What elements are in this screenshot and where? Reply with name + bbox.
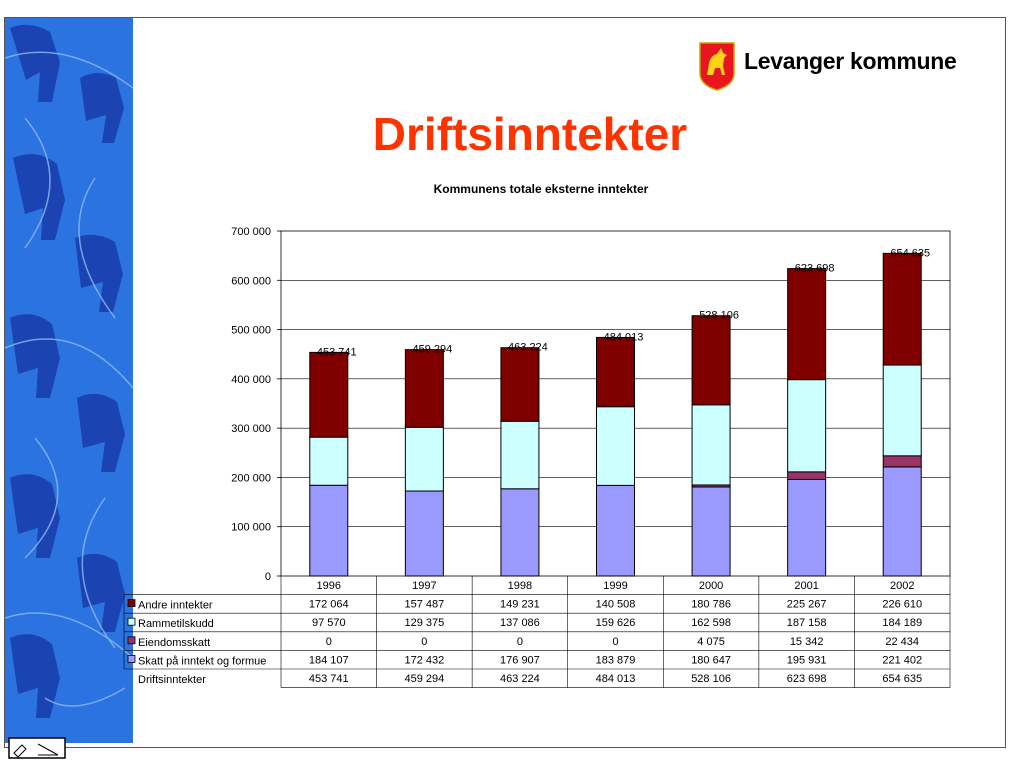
table-cell-value: 0	[421, 636, 427, 648]
bar-segment	[309, 436, 349, 486]
x-category-label: 1998	[508, 580, 532, 592]
table-cell-value: 162 598	[691, 617, 731, 629]
bar-segment	[691, 315, 731, 406]
x-category-label: 1997	[412, 580, 436, 592]
slide-title: Driftsinntekter	[372, 108, 688, 160]
table-cell-value: 97 570	[312, 617, 346, 629]
table-cell-value: 180 647	[691, 654, 731, 666]
total-data-label: 528 106	[699, 310, 739, 322]
table-cell-value: 140 508	[596, 599, 636, 611]
bar-segment	[787, 379, 827, 473]
table-cell-value: 0	[326, 636, 332, 648]
legend-swatch	[127, 617, 136, 626]
total-data-label: 453 741	[317, 346, 357, 358]
legend-swatch	[127, 636, 136, 645]
table-cell-value: 22 434	[885, 636, 919, 648]
bar-segment	[787, 471, 827, 480]
bar-segment	[882, 466, 922, 577]
bar-segment	[596, 484, 635, 577]
bar-segment	[882, 252, 922, 366]
slide-notes-icon[interactable]	[8, 737, 66, 759]
legend-entry: Skatt på inntekt og formue	[138, 655, 266, 667]
table-cell-value: 187 158	[787, 617, 827, 629]
x-category-label: 2001	[794, 580, 818, 592]
y-tick-label: 500 000	[231, 325, 271, 337]
bar-segment	[691, 486, 731, 577]
legend-entry: Andre inntekter	[138, 600, 213, 612]
table-cell-value: 172 064	[309, 599, 349, 611]
total-data-label: 623 698	[795, 263, 835, 275]
table-cell-value: 225 267	[787, 599, 827, 611]
table-cell-value: 149 231	[500, 599, 540, 611]
x-category-label: 1999	[603, 580, 627, 592]
table-cell-value: 459 294	[404, 673, 444, 685]
total-data-label: 463 224	[508, 342, 548, 354]
table-cell-value: 176 907	[500, 654, 540, 666]
bar-segment	[404, 349, 444, 428]
table-cell-value: 15 342	[790, 636, 824, 648]
table-cell-value: 180 786	[691, 599, 731, 611]
table-cell-value: 129 375	[404, 617, 444, 629]
table-cell-value: 226 610	[882, 599, 922, 611]
table-cell-value: 623 698	[787, 673, 827, 685]
x-category-label: 1996	[317, 580, 341, 592]
bar-segment	[404, 490, 444, 577]
legend-swatch	[127, 655, 136, 663]
bar-segment	[882, 364, 922, 457]
table-cell-value: 528 106	[691, 673, 731, 685]
table-cell-value: 4 075	[697, 636, 725, 648]
bar-segment	[404, 426, 444, 492]
table-cell-value: 184 189	[882, 617, 922, 629]
table-cell-value: 463 224	[500, 673, 540, 685]
table-cell-value: 195 931	[787, 654, 827, 666]
horse-shield-icon	[699, 42, 735, 91]
bar-segment	[309, 484, 349, 577]
total-data-label: 654 635	[890, 247, 930, 259]
y-tick-label: 600 000	[231, 275, 271, 287]
table-cell-value: 0	[612, 636, 618, 648]
bar-segment	[596, 336, 635, 408]
bar-segment	[500, 420, 540, 490]
total-data-label: 459 294	[412, 344, 452, 356]
table-cell-value: 172 432	[404, 654, 444, 666]
x-category-label: 2000	[699, 580, 723, 592]
table-cell-value: 184 107	[309, 654, 349, 666]
table-cell-value: 654 635	[882, 673, 922, 685]
bar-segment	[787, 268, 827, 381]
horse-pattern-icon	[5, 24, 133, 718]
y-tick-label: 300 000	[231, 423, 271, 435]
y-tick-label: 100 000	[231, 522, 271, 534]
table-cell-value: 221 402	[882, 654, 922, 666]
legend-entry: Eiendomsskatt	[138, 637, 210, 649]
table-cell-value: 183 879	[596, 654, 636, 666]
bar-segment	[787, 478, 827, 577]
bar-segment	[691, 404, 731, 486]
table-cell-value: 484 013	[596, 673, 636, 685]
table-cell-value: 453 741	[309, 673, 349, 685]
side-panel	[5, 18, 133, 743]
total-data-label: 484 013	[604, 331, 644, 343]
table-cell-value: 157 487	[404, 599, 444, 611]
x-category-label: 2002	[890, 580, 914, 592]
bar-segment	[309, 351, 349, 438]
table-cell-value: 137 086	[500, 617, 540, 629]
y-tick-label: 400 000	[231, 374, 271, 386]
y-tick-label: 0	[265, 571, 271, 583]
table-cell-value: 159 626	[596, 617, 636, 629]
bar-segment	[882, 455, 922, 468]
y-tick-label: 200 000	[231, 472, 271, 484]
bar-segment	[500, 488, 540, 577]
brand-name: Levanger kommune	[744, 48, 957, 74]
bar-segment	[500, 347, 540, 422]
table-cell-value: 0	[517, 636, 523, 648]
legend-entry: Rammetilskudd	[138, 618, 214, 630]
bar-segment	[596, 406, 635, 486]
chart-title: Kommunens totale eksterne inntekter	[433, 182, 649, 196]
legend-entry: Driftsinntekter	[138, 674, 206, 686]
legend-swatch	[127, 599, 136, 607]
y-tick-label: 700 000	[231, 226, 271, 238]
